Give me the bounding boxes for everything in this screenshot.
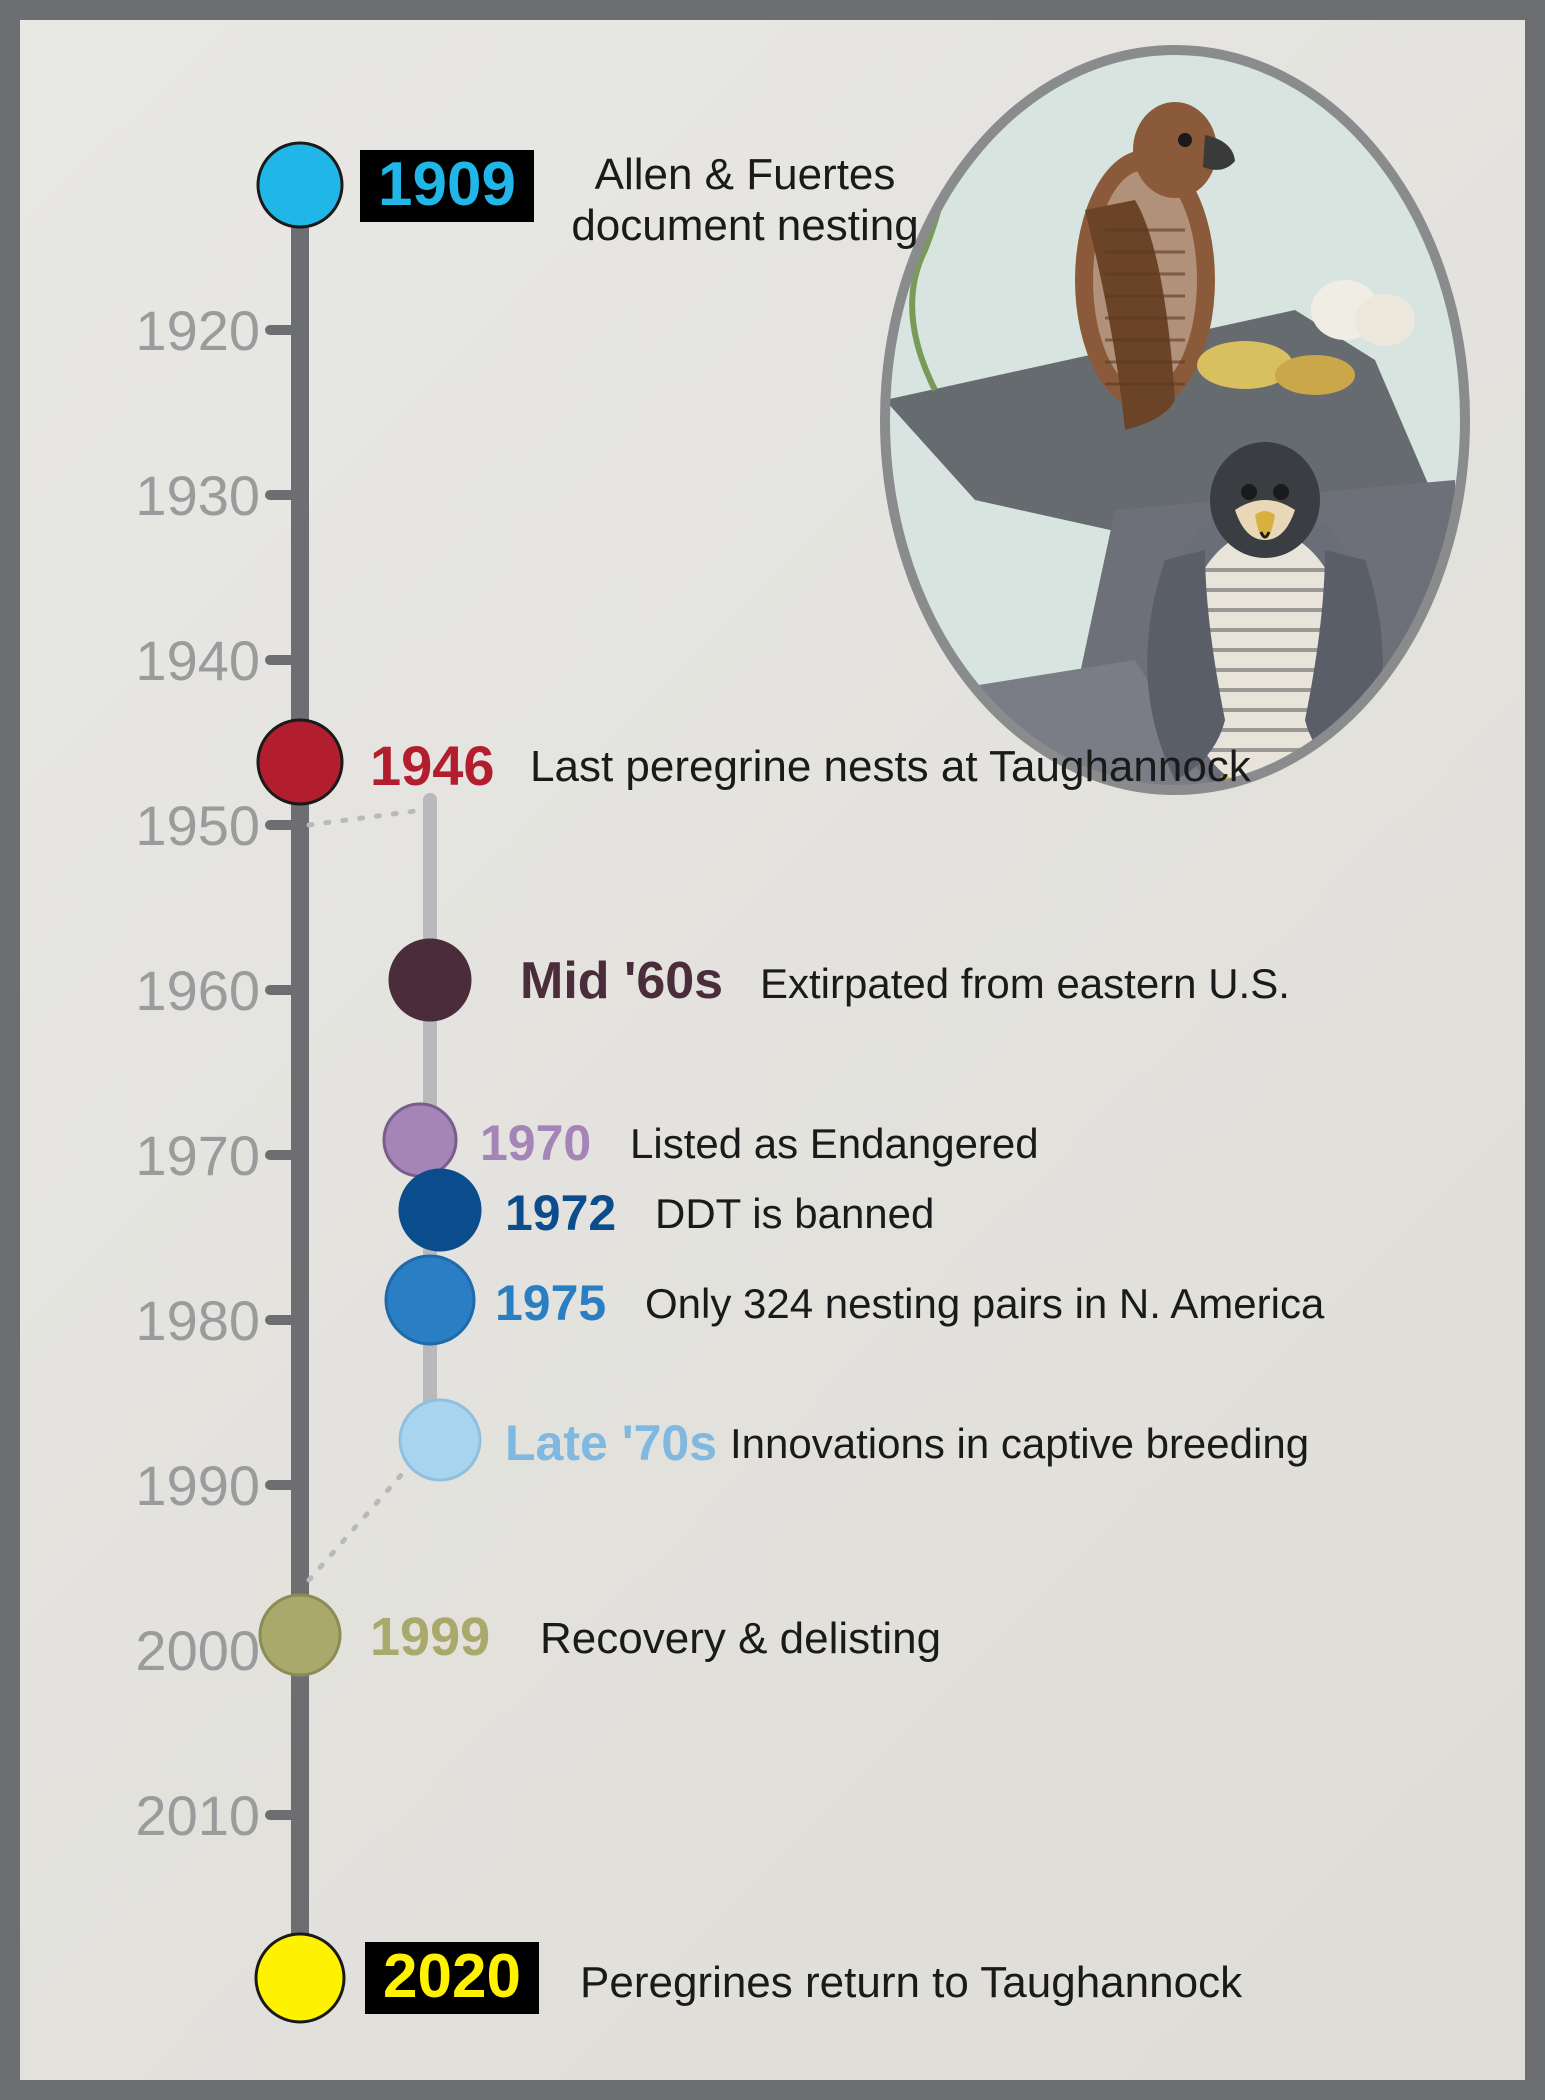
decade-label: 2000 [110,1618,260,1683]
desc-1970: Listed as Endangered [630,1120,1039,1168]
year-2020: 2020 [383,1942,521,2011]
year-badge-1909: 1909 [360,150,534,222]
decade-label: 1930 [110,463,260,528]
decade-label: 1950 [110,793,260,858]
timeline-infographic: 1920 1930 1940 1950 1960 1970 1980 1990 2000 2010… [0,0,1545,2100]
decade-label: 1970 [110,1123,260,1188]
year-late70s: Late '70s [505,1418,717,1468]
decade-label: 2010 [110,1783,260,1848]
year-1909: 1909 [378,150,516,219]
decade-label: 1990 [110,1453,260,1518]
event-dots [256,143,480,2022]
year-1946: 1946 [370,738,495,794]
year-1975: 1975 [495,1278,606,1328]
year-1999: 1999 [370,1610,490,1664]
connector-top [309,810,423,825]
desc-2020: Peregrines return to Taughannock [580,1958,1242,2009]
year-1972: 1972 [505,1188,616,1238]
decade-label: 1940 [110,628,260,693]
decade-label: 1960 [110,958,260,1023]
year-badge-2020: 2020 [365,1942,539,2014]
desc-1972: DDT is banned [655,1190,934,1238]
falcon-illustration [885,50,1465,820]
desc-1999: Recovery & delisting [540,1614,941,1665]
connector-bottom [309,1450,423,1580]
decade-label: 1980 [110,1288,260,1353]
desc-1909: Allen & Fuertes document nesting [570,150,920,251]
desc-1946: Last peregrine nests at Taughannock [530,742,1251,793]
desc-1975: Only 324 nesting pairs in N. America [645,1280,1324,1328]
desc-mid60s: Extirpated from eastern U.S. [760,960,1290,1008]
desc-late70s: Innovations in captive breeding [730,1420,1309,1468]
year-mid60s: Mid '60s [520,955,723,1007]
year-1970: 1970 [480,1118,591,1168]
decade-label: 1920 [110,298,260,363]
